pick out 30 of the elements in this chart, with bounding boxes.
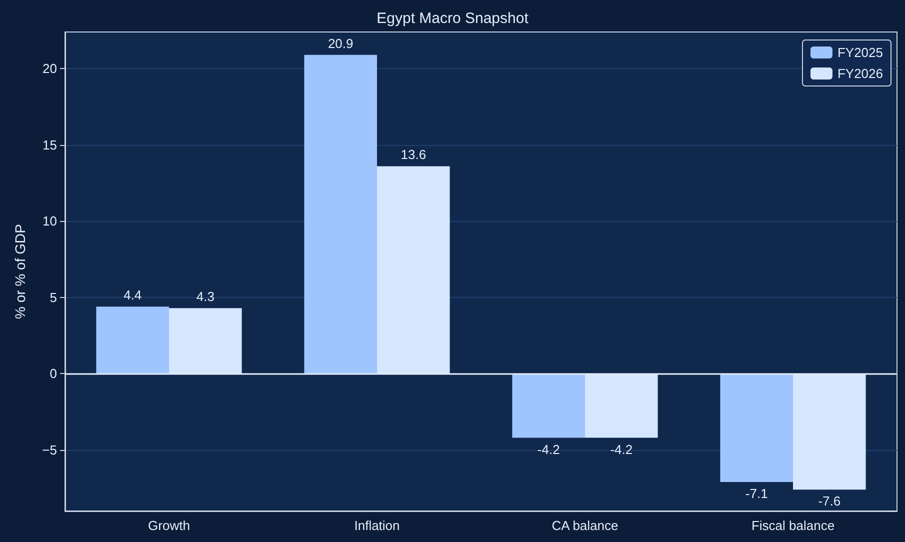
bar (96, 306, 169, 374)
y-tick-label: −5 (42, 442, 57, 458)
bar (304, 54, 377, 374)
data-label: -4.2 (610, 442, 633, 457)
y-axis-title: % or % of GDP (12, 224, 28, 319)
x-tick-label: Fiscal balance (751, 518, 835, 533)
y-tick-label: 10 (42, 214, 57, 229)
y-tick-label: 20 (42, 61, 57, 76)
legend-label: FY2025 (837, 45, 884, 60)
legend-label: FY2026 (837, 66, 884, 81)
y-tick-label: 5 (50, 290, 57, 305)
chart-title: Egypt Macro Snapshot (376, 10, 530, 27)
y-tick-label: 0 (50, 366, 57, 382)
x-tick-label: Growth (148, 518, 190, 533)
x-tick-label: Inflation (354, 518, 400, 533)
data-label: 4.3 (196, 289, 214, 304)
bar (793, 374, 866, 490)
bar (720, 374, 793, 482)
data-label: 4.4 (124, 288, 142, 303)
bar (377, 166, 450, 374)
data-label: -4.2 (537, 442, 560, 457)
bar (512, 374, 585, 438)
data-label: -7.1 (745, 486, 768, 502)
data-label: 13.6 (400, 147, 426, 162)
x-tick-label: CA balance (552, 518, 618, 533)
data-label: -7.6 (818, 494, 841, 509)
bar (585, 374, 658, 438)
y-tick-label: 15 (42, 137, 57, 152)
data-label: 20.9 (328, 36, 354, 51)
bar (169, 308, 242, 374)
